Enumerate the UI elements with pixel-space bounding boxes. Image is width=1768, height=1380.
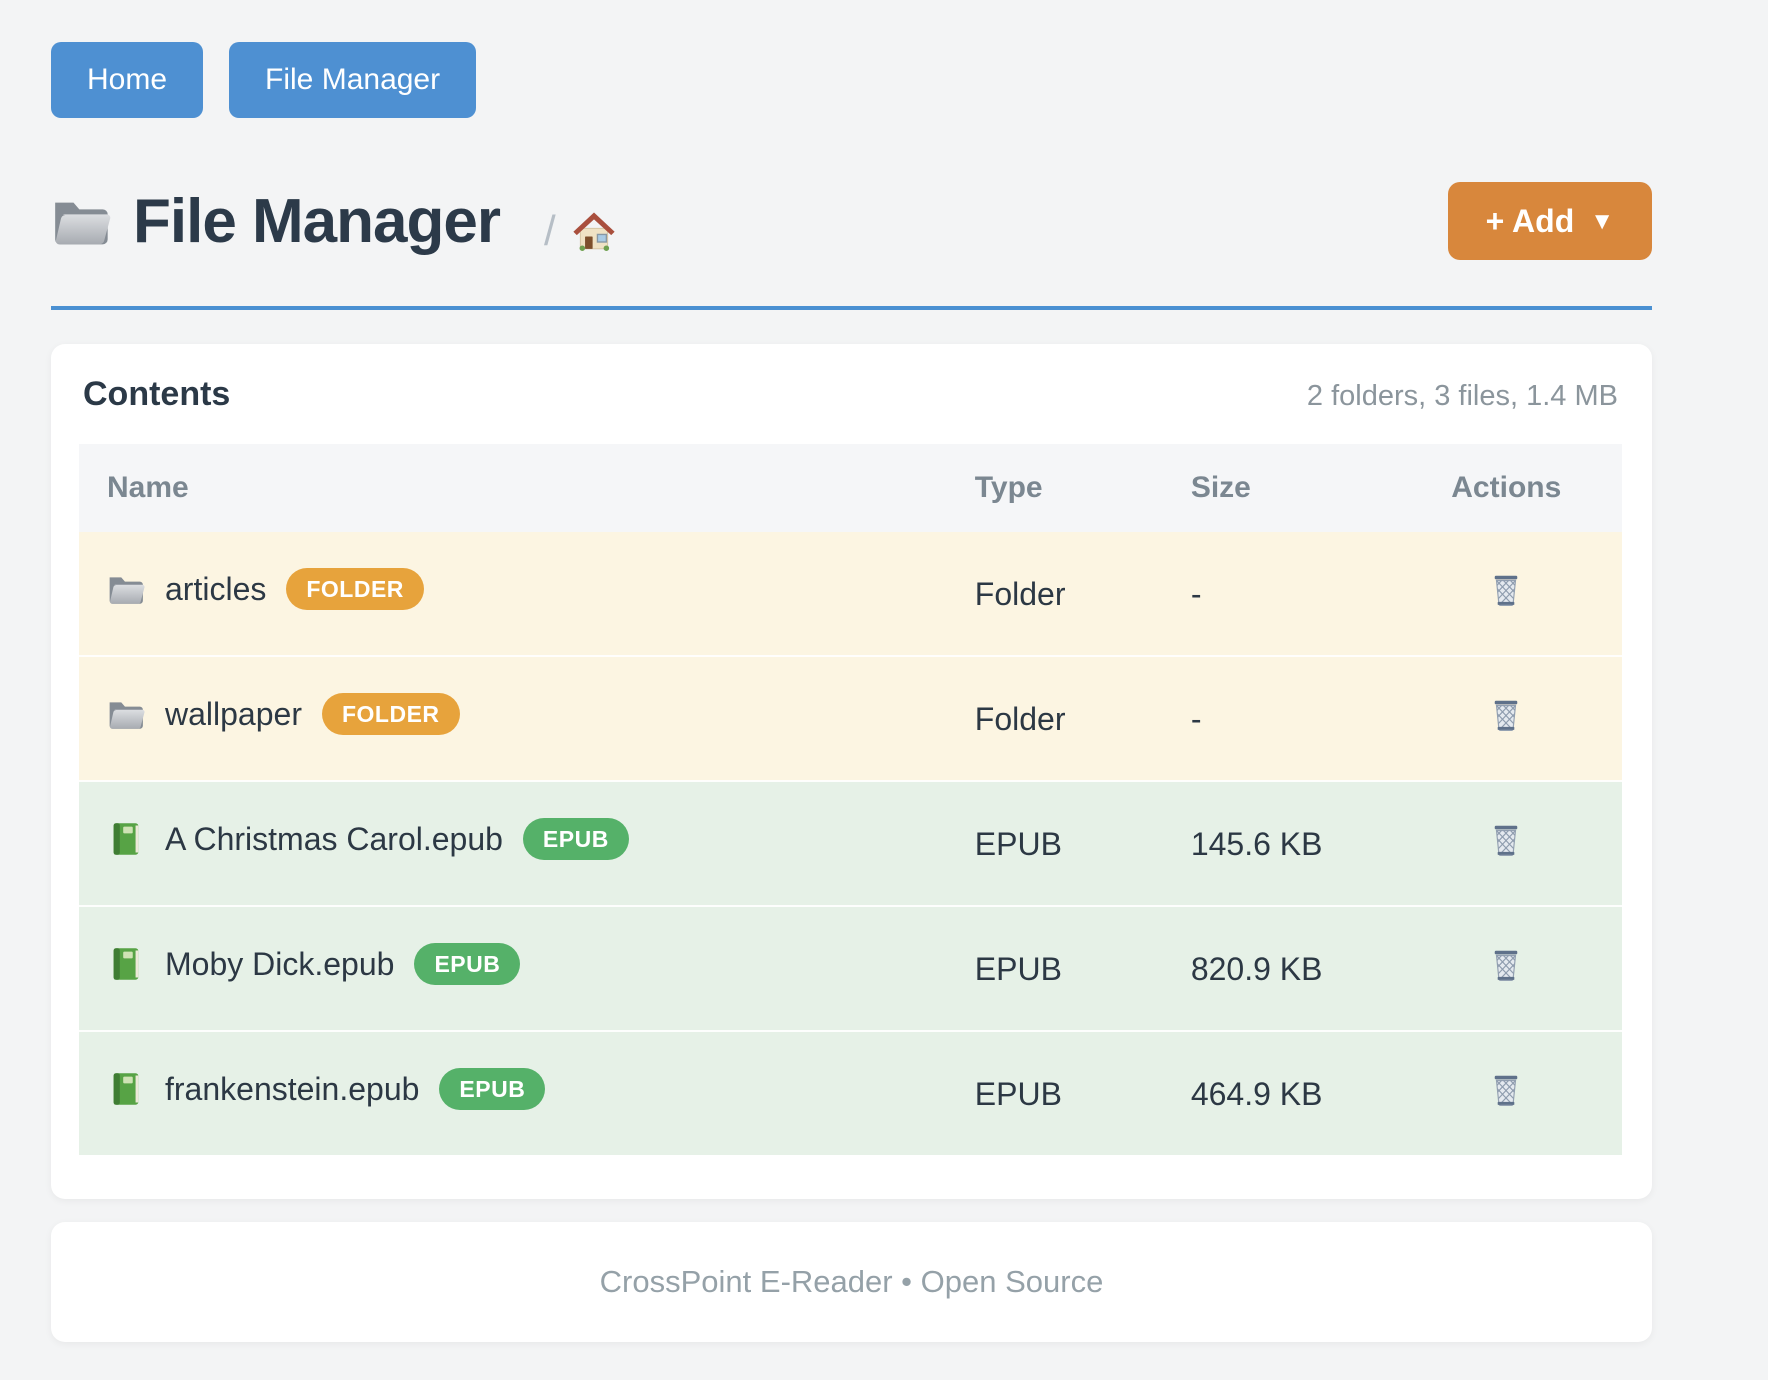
actions-cell — [1391, 532, 1622, 656]
contents-card: Contents 2 folders, 3 files, 1.4 MB Name… — [51, 344, 1652, 1199]
table-row[interactable]: Moby Dick.epub EPUB EPUB 820.9 KB — [79, 906, 1622, 1031]
name-cell: Moby Dick.epub EPUB — [79, 907, 951, 1021]
green-book-icon — [107, 1071, 145, 1107]
type-cell: EPUB — [974, 950, 1062, 987]
add-button-label: + Add — [1485, 202, 1575, 239]
file-name: wallpaper — [165, 696, 302, 732]
column-header-actions: Actions — [1390, 444, 1622, 532]
folder-icon — [107, 571, 145, 607]
footer-text: CrossPoint E-Reader • Open Source — [599, 1264, 1104, 1299]
type-cell: Folder — [974, 700, 1066, 737]
top-nav: Home File Manager — [51, 42, 1652, 118]
size-cell: - — [1190, 575, 1202, 612]
trash-icon — [1487, 820, 1525, 860]
trash-icon — [1487, 570, 1525, 610]
table-header-row: Name Type Size Actions — [79, 444, 1622, 532]
delete-button[interactable] — [1485, 943, 1527, 987]
breadcrumb: / — [544, 207, 616, 255]
folder-badge: FOLDER — [321, 693, 460, 735]
epub-badge: EPUB — [414, 943, 521, 985]
title-divider — [51, 306, 1652, 310]
home-button[interactable]: Home — [51, 42, 204, 118]
epub-badge: EPUB — [522, 818, 629, 860]
delete-button[interactable] — [1485, 693, 1527, 737]
table-row[interactable]: wallpaper FOLDER Folder - — [79, 656, 1622, 781]
contents-title: Contents — [83, 375, 231, 413]
type-cell: Folder — [974, 575, 1066, 612]
table-row[interactable]: articles FOLDER Folder - — [79, 532, 1622, 656]
breadcrumb-separator: / — [544, 207, 556, 254]
file-name: A Christmas Carol.epub — [165, 821, 503, 857]
file-table: Name Type Size Actions articles FOLDER F… — [79, 444, 1622, 1155]
file-name: frankenstein.epub — [165, 1071, 420, 1107]
name-cell: A Christmas Carol.epub EPUB — [79, 782, 951, 896]
file-name: articles — [165, 571, 267, 607]
delete-button[interactable] — [1485, 1068, 1527, 1112]
page-title: File Manager — [133, 186, 501, 256]
size-cell: - — [1190, 700, 1202, 737]
chevron-down-icon: ▼ — [1590, 208, 1614, 235]
type-cell: EPUB — [974, 1075, 1062, 1112]
actions-cell — [1391, 781, 1622, 906]
page-header: File Manager / + Add ▼ — [51, 182, 1652, 260]
trash-icon — [1487, 945, 1525, 985]
trash-icon — [1487, 695, 1525, 735]
type-cell: EPUB — [974, 825, 1062, 862]
folder-icon — [51, 195, 111, 247]
actions-cell — [1391, 656, 1622, 781]
folder-badge: FOLDER — [286, 568, 424, 610]
column-header-size: Size — [1166, 444, 1391, 532]
green-book-icon — [107, 946, 145, 982]
table-row[interactable]: frankenstein.epub EPUB EPUB 464.9 KB — [79, 1031, 1622, 1155]
add-button[interactable]: + Add ▼ — [1447, 182, 1652, 260]
house-icon[interactable] — [572, 209, 616, 253]
page: Home File Manager File Manager / + Add ▼… — [51, 0, 1652, 1342]
column-header-type: Type — [950, 444, 1167, 532]
contents-summary: 2 folders, 3 files, 1.4 MB — [1306, 380, 1618, 412]
name-cell: wallpaper FOLDER — [79, 657, 951, 771]
footer: CrossPoint E-Reader • Open Source — [51, 1222, 1652, 1342]
name-cell: frankenstein.epub EPUB — [79, 1032, 951, 1146]
actions-cell — [1391, 906, 1622, 1031]
delete-button[interactable] — [1485, 568, 1527, 612]
column-header-name: Name — [79, 444, 951, 532]
green-book-icon — [107, 821, 145, 857]
name-cell: articles FOLDER — [79, 532, 951, 646]
actions-cell — [1391, 1031, 1622, 1155]
trash-icon — [1487, 1070, 1525, 1110]
size-cell: 820.9 KB — [1190, 950, 1323, 987]
delete-button[interactable] — [1485, 818, 1527, 862]
folder-icon — [107, 696, 145, 732]
size-cell: 145.6 KB — [1190, 825, 1323, 862]
size-cell: 464.9 KB — [1190, 1075, 1323, 1112]
table-row[interactable]: A Christmas Carol.epub EPUB EPUB 145.6 K… — [79, 781, 1622, 906]
epub-badge: EPUB — [439, 1068, 546, 1110]
file-manager-button[interactable]: File Manager — [229, 42, 477, 118]
file-name: Moby Dick.epub — [165, 946, 395, 982]
